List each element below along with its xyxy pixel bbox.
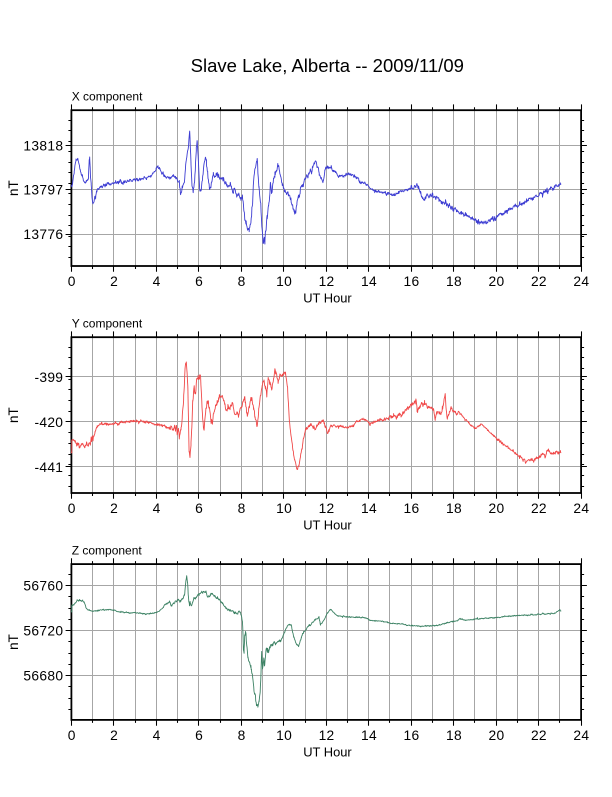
svg-text:8: 8	[238, 274, 246, 289]
svg-text:18: 18	[446, 274, 462, 289]
svg-text:4: 4	[153, 274, 161, 289]
svg-text:10: 10	[276, 728, 292, 743]
svg-text:Z component: Z component	[72, 543, 143, 557]
svg-text:22: 22	[531, 274, 547, 289]
svg-text:12: 12	[319, 274, 335, 289]
svg-text:X component: X component	[72, 89, 143, 103]
svg-text:56720: 56720	[23, 624, 63, 639]
svg-text:0: 0	[68, 728, 76, 743]
svg-text:24: 24	[573, 274, 589, 289]
svg-text:8: 8	[238, 728, 246, 743]
svg-text:0: 0	[68, 274, 76, 289]
svg-text:8: 8	[238, 501, 246, 516]
svg-text:13776: 13776	[23, 227, 63, 242]
svg-text:4: 4	[153, 728, 161, 743]
svg-text:6: 6	[195, 728, 203, 743]
svg-text:18: 18	[446, 728, 462, 743]
svg-text:14: 14	[361, 274, 377, 289]
svg-text:UT Hour: UT Hour	[303, 291, 352, 306]
svg-text:16: 16	[404, 728, 420, 743]
svg-text:Y component: Y component	[72, 316, 143, 330]
svg-text:-420: -420	[34, 415, 63, 430]
svg-text:13818: 13818	[23, 138, 63, 153]
svg-text:24: 24	[573, 501, 589, 516]
svg-text:2: 2	[110, 728, 118, 743]
svg-text:2: 2	[110, 501, 118, 516]
svg-text:12: 12	[319, 501, 335, 516]
svg-text:56760: 56760	[23, 579, 63, 594]
svg-text:-441: -441	[34, 460, 63, 475]
svg-text:nT: nT	[6, 407, 21, 423]
svg-text:4: 4	[153, 501, 161, 516]
svg-text:16: 16	[404, 274, 420, 289]
svg-text:22: 22	[531, 501, 547, 516]
svg-text:nT: nT	[6, 634, 21, 650]
svg-text:UT Hour: UT Hour	[303, 745, 352, 760]
svg-text:20: 20	[488, 728, 504, 743]
svg-text:2: 2	[110, 274, 118, 289]
svg-text:10: 10	[276, 274, 292, 289]
svg-text:Slave Lake, Alberta -- 2009/11: Slave Lake, Alberta -- 2009/11/09	[191, 55, 464, 76]
svg-text:nT: nT	[6, 180, 21, 196]
svg-text:24: 24	[573, 728, 589, 743]
svg-text:18: 18	[446, 501, 462, 516]
svg-text:10: 10	[276, 501, 292, 516]
svg-text:12: 12	[319, 728, 335, 743]
svg-text:14: 14	[361, 501, 377, 516]
svg-text:14: 14	[361, 728, 377, 743]
svg-text:0: 0	[68, 501, 76, 516]
svg-text:22: 22	[531, 728, 547, 743]
svg-text:UT Hour: UT Hour	[303, 518, 352, 533]
svg-text:6: 6	[195, 501, 203, 516]
svg-text:6: 6	[195, 274, 203, 289]
svg-text:20: 20	[488, 274, 504, 289]
svg-text:20: 20	[488, 501, 504, 516]
svg-text:13797: 13797	[23, 183, 63, 198]
svg-text:56680: 56680	[23, 669, 63, 684]
svg-text:-399: -399	[34, 370, 63, 385]
svg-text:16: 16	[404, 501, 420, 516]
